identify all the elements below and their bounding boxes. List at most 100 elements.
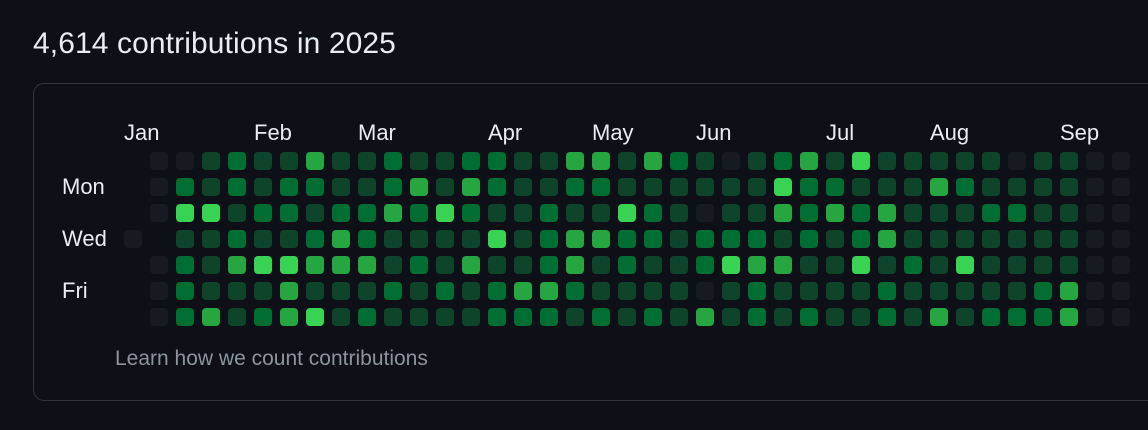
contribution-day-cell[interactable]: [462, 308, 480, 326]
contribution-day-cell[interactable]: [618, 230, 636, 248]
contribution-day-cell[interactable]: [514, 282, 532, 300]
contribution-day-cell[interactable]: [358, 282, 376, 300]
contribution-day-cell[interactable]: [384, 204, 402, 222]
contribution-day-cell[interactable]: [670, 204, 688, 222]
contribution-day-cell[interactable]: [436, 308, 454, 326]
contribution-day-cell[interactable]: [488, 178, 506, 196]
contribution-day-cell[interactable]: [462, 230, 480, 248]
contribution-day-cell[interactable]: [1086, 256, 1104, 274]
contribution-day-cell[interactable]: [254, 256, 272, 274]
contribution-day-cell[interactable]: [592, 204, 610, 222]
contribution-day-cell[interactable]: [1008, 152, 1026, 170]
contribution-day-cell[interactable]: [930, 308, 948, 326]
contribution-day-cell[interactable]: [748, 178, 766, 196]
contribution-day-cell[interactable]: [670, 178, 688, 196]
contribution-day-cell[interactable]: [878, 256, 896, 274]
contribution-day-cell[interactable]: [1086, 152, 1104, 170]
contribution-day-cell[interactable]: [566, 282, 584, 300]
contribution-day-cell[interactable]: [930, 178, 948, 196]
contribution-day-cell[interactable]: [540, 178, 558, 196]
contribution-day-cell[interactable]: [826, 204, 844, 222]
contribution-day-cell[interactable]: [514, 308, 532, 326]
contribution-day-cell[interactable]: [878, 230, 896, 248]
contribution-day-cell[interactable]: [150, 152, 168, 170]
contribution-day-cell[interactable]: [800, 308, 818, 326]
contribution-day-cell[interactable]: [722, 282, 740, 300]
contribution-day-cell[interactable]: [1112, 204, 1130, 222]
contribution-day-cell[interactable]: [722, 178, 740, 196]
contribution-day-cell[interactable]: [930, 256, 948, 274]
contribution-day-cell[interactable]: [748, 256, 766, 274]
contribution-day-cell[interactable]: [592, 230, 610, 248]
contribution-day-cell[interactable]: [124, 230, 142, 248]
contribution-day-cell[interactable]: [592, 152, 610, 170]
contribution-day-cell[interactable]: [202, 152, 220, 170]
contribution-day-cell[interactable]: [930, 152, 948, 170]
contribution-day-cell[interactable]: [384, 308, 402, 326]
contribution-day-cell[interactable]: [202, 308, 220, 326]
contribution-day-cell[interactable]: [410, 282, 428, 300]
contribution-day-cell[interactable]: [228, 204, 246, 222]
contribution-day-cell[interactable]: [956, 204, 974, 222]
contribution-day-cell[interactable]: [904, 256, 922, 274]
contribution-day-cell[interactable]: [722, 308, 740, 326]
contribution-day-cell[interactable]: [254, 230, 272, 248]
contribution-day-cell[interactable]: [150, 256, 168, 274]
contribution-day-cell[interactable]: [254, 152, 272, 170]
contribution-day-cell[interactable]: [332, 308, 350, 326]
contribution-day-cell[interactable]: [306, 178, 324, 196]
contribution-day-cell[interactable]: [436, 256, 454, 274]
contribution-day-cell[interactable]: [410, 230, 428, 248]
contribution-day-cell[interactable]: [566, 256, 584, 274]
contribution-day-cell[interactable]: [150, 308, 168, 326]
contribution-day-cell[interactable]: [488, 308, 506, 326]
contribution-day-cell[interactable]: [696, 308, 714, 326]
contribution-day-cell[interactable]: [410, 308, 428, 326]
contribution-day-cell[interactable]: [280, 152, 298, 170]
contribution-day-cell[interactable]: [696, 152, 714, 170]
contribution-day-cell[interactable]: [514, 152, 532, 170]
contribution-day-cell[interactable]: [1008, 282, 1026, 300]
contribution-day-cell[interactable]: [956, 178, 974, 196]
contribution-day-cell[interactable]: [306, 282, 324, 300]
contribution-day-cell[interactable]: [618, 282, 636, 300]
contribution-day-cell[interactable]: [826, 230, 844, 248]
contribution-day-cell[interactable]: [1086, 204, 1104, 222]
contribution-day-cell[interactable]: [410, 152, 428, 170]
contribution-day-cell[interactable]: [1060, 308, 1078, 326]
contribution-day-cell[interactable]: [930, 204, 948, 222]
contribution-day-cell[interactable]: [878, 282, 896, 300]
learn-how-we-count-link[interactable]: Learn how we count contributions: [115, 347, 428, 370]
contribution-day-cell[interactable]: [228, 308, 246, 326]
contribution-day-cell[interactable]: [462, 152, 480, 170]
contribution-day-cell[interactable]: [1060, 178, 1078, 196]
contribution-day-cell[interactable]: [358, 230, 376, 248]
contribution-day-cell[interactable]: [852, 308, 870, 326]
contribution-day-cell[interactable]: [852, 178, 870, 196]
contribution-day-cell[interactable]: [384, 152, 402, 170]
contribution-day-cell[interactable]: [774, 204, 792, 222]
contribution-day-cell[interactable]: [176, 230, 194, 248]
contribution-day-cell[interactable]: [982, 256, 1000, 274]
contribution-day-cell[interactable]: [1034, 308, 1052, 326]
contribution-day-cell[interactable]: [1112, 256, 1130, 274]
contribution-day-cell[interactable]: [618, 152, 636, 170]
contribution-day-cell[interactable]: [618, 204, 636, 222]
contribution-day-cell[interactable]: [1008, 308, 1026, 326]
contribution-day-cell[interactable]: [800, 256, 818, 274]
contribution-day-cell[interactable]: [358, 178, 376, 196]
contribution-day-cell[interactable]: [748, 204, 766, 222]
contribution-day-cell[interactable]: [384, 282, 402, 300]
contribution-day-cell[interactable]: [1008, 178, 1026, 196]
contribution-day-cell[interactable]: [1034, 230, 1052, 248]
contribution-day-cell[interactable]: [176, 282, 194, 300]
contribution-day-cell[interactable]: [462, 204, 480, 222]
contribution-day-cell[interactable]: [852, 204, 870, 222]
contribution-day-cell[interactable]: [202, 230, 220, 248]
contribution-day-cell[interactable]: [982, 178, 1000, 196]
contribution-day-cell[interactable]: [904, 282, 922, 300]
contribution-day-cell[interactable]: [1112, 282, 1130, 300]
contribution-day-cell[interactable]: [1060, 282, 1078, 300]
contribution-day-cell[interactable]: [150, 178, 168, 196]
contribution-day-cell[interactable]: [384, 178, 402, 196]
